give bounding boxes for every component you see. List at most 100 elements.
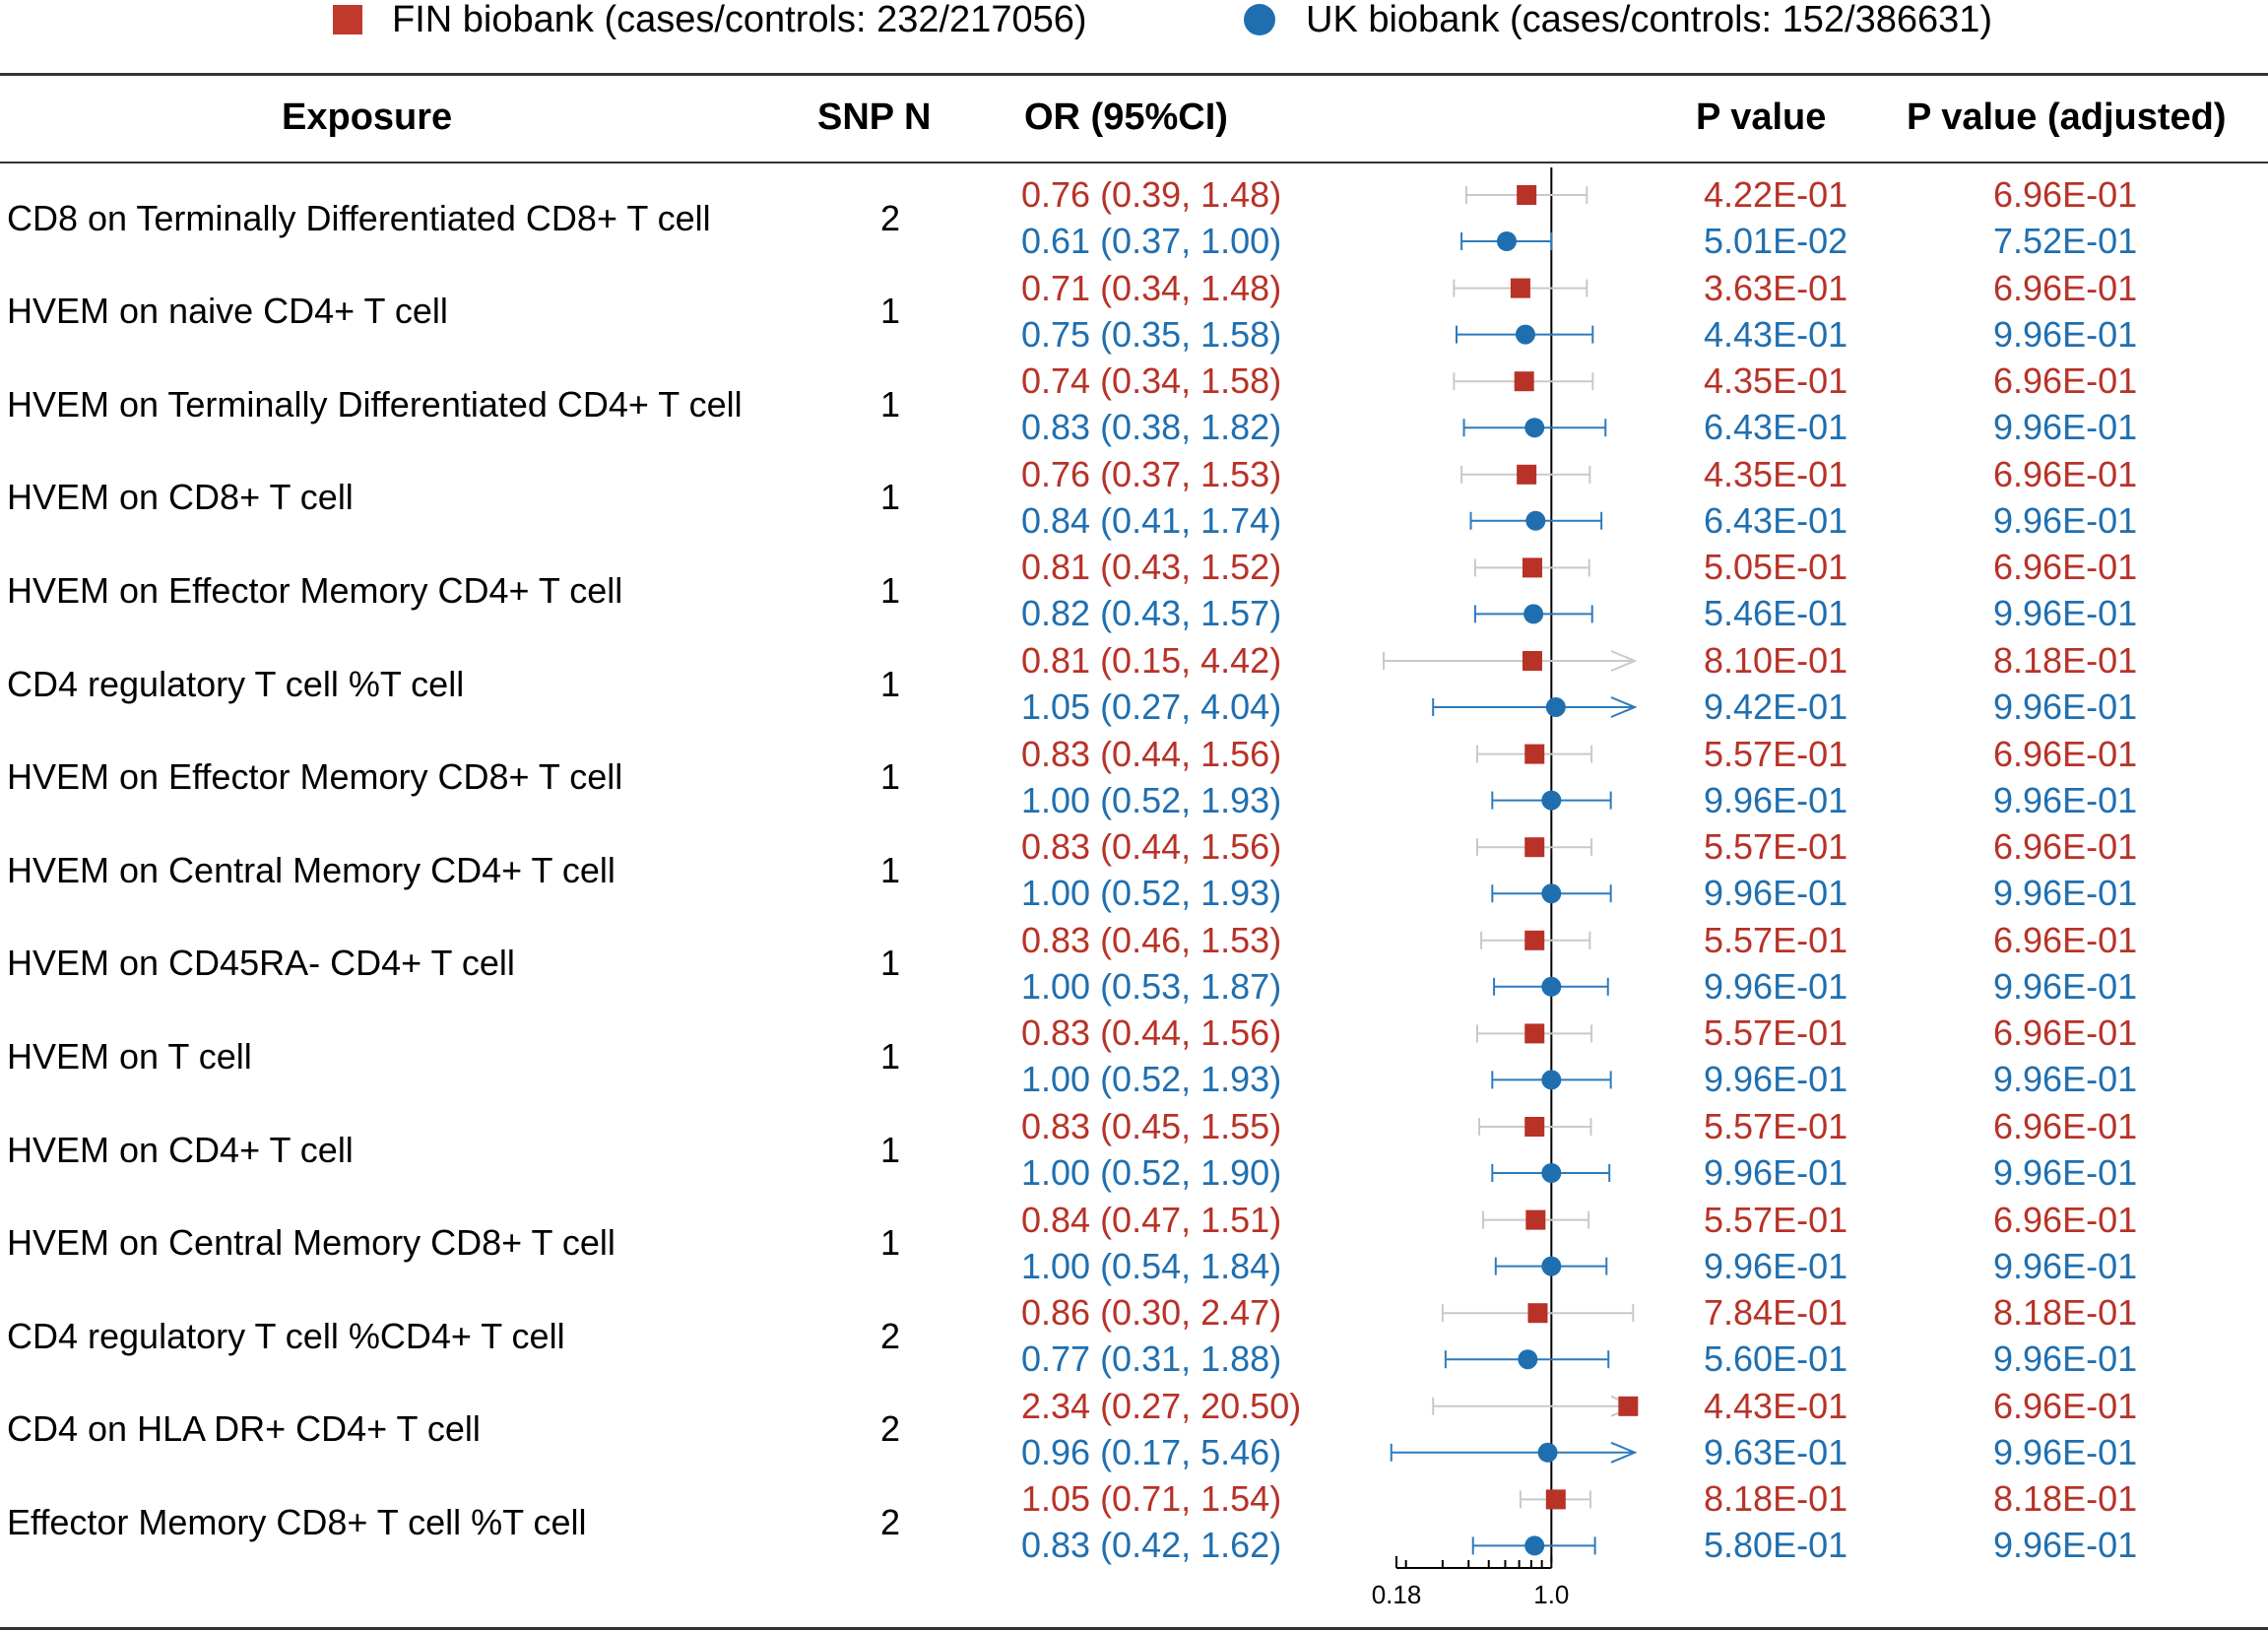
snp-count: 1	[879, 943, 901, 984]
fin-or-ci: 1.05 (0.71, 1.54)	[1021, 1478, 1282, 1520]
uk-or-ci: 1.00 (0.53, 1.87)	[1021, 965, 1282, 1007]
exposure-label: CD4 on HLA DR+ CD4+ T cell	[7, 1408, 481, 1450]
header-rule	[0, 162, 2268, 163]
fin-p-value-adjusted: 6.96E-01	[1993, 826, 2138, 868]
fin-or-ci: 0.76 (0.39, 1.48)	[1021, 174, 1282, 215]
fin-or-ci: 0.83 (0.44, 1.56)	[1021, 826, 1282, 868]
fin-p-value: 5.57E-01	[1704, 1199, 1848, 1240]
snp-count: 1	[879, 1035, 901, 1076]
uk-point-marker	[1541, 790, 1562, 811]
uk-or-ci: 1.00 (0.52, 1.93)	[1021, 1059, 1282, 1100]
uk-or-ci: 0.61 (0.37, 1.00)	[1021, 221, 1282, 261]
fin-point-marker	[1514, 371, 1534, 392]
exposure-label: HVEM on T cell	[7, 1035, 252, 1076]
snp-count: 1	[879, 663, 901, 704]
fin-p-value: 5.57E-01	[1704, 919, 1848, 960]
legend-fin: FIN biobank (cases/controls: 232/217056)	[333, 0, 1087, 40]
uk-p-value-adjusted: 9.96E-01	[1993, 593, 2138, 634]
uk-p-value-adjusted: 9.96E-01	[1993, 499, 2138, 541]
fin-p-value-adjusted: 8.18E-01	[1993, 1478, 2138, 1520]
fin-or-ci: 2.34 (0.27, 20.50)	[1021, 1385, 1302, 1426]
legend-square-icon	[333, 5, 362, 34]
legend-fin-label: FIN biobank (cases/controls: 232/217056)	[392, 0, 1087, 40]
header-p-value-adjusted: P value (adjusted)	[1907, 97, 2227, 138]
uk-or-ci: 0.82 (0.43, 1.57)	[1021, 593, 1282, 634]
fin-or-ci: 0.83 (0.44, 1.56)	[1021, 1012, 1282, 1054]
exposure-label: HVEM on naive CD4+ T cell	[7, 291, 448, 332]
uk-p-value-adjusted: 9.96E-01	[1993, 1059, 2138, 1100]
fin-or-ci: 0.81 (0.43, 1.52)	[1021, 547, 1282, 588]
fin-p-value: 4.35E-01	[1704, 453, 1848, 494]
fin-or-ci: 0.71 (0.34, 1.48)	[1021, 267, 1282, 308]
uk-p-value: 9.96E-01	[1704, 779, 1848, 820]
uk-p-value-adjusted: 9.96E-01	[1993, 407, 2138, 448]
fin-p-value: 5.57E-01	[1704, 1012, 1848, 1054]
exposure-label: CD4 regulatory T cell %T cell	[7, 663, 465, 704]
exposure-label: HVEM on Terminally Differentiated CD4+ T…	[7, 383, 743, 424]
snp-count: 1	[879, 1129, 901, 1170]
uk-point-marker	[1496, 231, 1517, 251]
exposure-label: HVEM on CD8+ T cell	[7, 477, 354, 518]
legend-uk: UK biobank (cases/controls: 152/386631)	[1243, 0, 1992, 40]
uk-or-ci: 1.00 (0.54, 1.84)	[1021, 1245, 1282, 1286]
fin-p-value-adjusted: 6.96E-01	[1993, 547, 2138, 588]
exposure-label: HVEM on Central Memory CD4+ T cell	[7, 849, 616, 890]
x-tick-label: 1.0	[1533, 1580, 1569, 1609]
fin-p-value: 4.22E-01	[1704, 174, 1848, 215]
bottom-rule	[0, 1627, 2268, 1630]
fin-p-value-adjusted: 6.96E-01	[1993, 1106, 2138, 1146]
fin-p-value: 7.84E-01	[1704, 1292, 1848, 1334]
exposure-label: CD8 on Terminally Differentiated CD8+ T …	[7, 197, 711, 238]
uk-ci-arrow	[1610, 696, 1638, 718]
uk-point-marker	[1545, 697, 1566, 717]
header-p-value: P value	[1696, 97, 1827, 138]
snp-count: 1	[879, 756, 901, 798]
fin-point-marker	[1522, 651, 1542, 671]
uk-or-ci: 1.05 (0.27, 4.04)	[1021, 686, 1282, 727]
uk-p-value: 9.96E-01	[1704, 873, 1848, 914]
uk-point-marker	[1515, 324, 1535, 345]
uk-or-ci: 1.00 (0.52, 1.93)	[1021, 873, 1282, 914]
uk-p-value-adjusted: 9.96E-01	[1993, 873, 2138, 914]
exposure-label: HVEM on Central Memory CD8+ T cell	[7, 1222, 616, 1264]
snp-count: 2	[879, 1501, 901, 1542]
fin-point-marker	[1525, 1209, 1546, 1230]
uk-point-marker	[1524, 1535, 1545, 1556]
fin-p-value-adjusted: 8.18E-01	[1993, 1292, 2138, 1334]
fin-or-ci: 0.81 (0.15, 4.42)	[1021, 640, 1282, 681]
snp-count: 1	[879, 383, 901, 424]
snp-count: 1	[879, 291, 901, 332]
uk-p-value-adjusted: 9.96E-01	[1993, 1338, 2138, 1380]
uk-or-ci: 0.75 (0.35, 1.58)	[1021, 313, 1282, 355]
uk-or-ci: 0.83 (0.42, 1.62)	[1021, 1525, 1282, 1566]
fin-p-value: 5.57E-01	[1704, 733, 1848, 774]
fin-p-value-adjusted: 6.96E-01	[1993, 1012, 2138, 1054]
fin-point-marker	[1524, 837, 1545, 858]
uk-p-value: 9.96E-01	[1704, 1059, 1848, 1100]
fin-p-value-adjusted: 6.96E-01	[1993, 1385, 2138, 1426]
uk-p-value-adjusted: 7.52E-01	[1993, 221, 2138, 261]
uk-point-marker	[1518, 1349, 1538, 1370]
uk-p-value: 4.43E-01	[1704, 313, 1848, 355]
uk-point-marker	[1541, 1256, 1562, 1276]
uk-point-marker	[1541, 976, 1562, 997]
fin-p-value: 5.57E-01	[1704, 1106, 1848, 1146]
fin-or-ci: 0.83 (0.46, 1.53)	[1021, 919, 1282, 960]
fin-or-ci: 0.84 (0.47, 1.51)	[1021, 1199, 1282, 1240]
fin-p-value: 8.10E-01	[1704, 640, 1848, 681]
uk-p-value-adjusted: 9.96E-01	[1993, 1431, 2138, 1472]
uk-ci-arrow	[1610, 1441, 1638, 1464]
snp-count: 1	[879, 1222, 901, 1264]
uk-or-ci: 0.77 (0.31, 1.88)	[1021, 1338, 1282, 1380]
fin-p-value: 5.57E-01	[1704, 826, 1848, 868]
fin-point-marker	[1524, 744, 1545, 764]
fin-or-ci: 0.83 (0.44, 1.56)	[1021, 733, 1282, 774]
uk-p-value-adjusted: 9.96E-01	[1993, 1152, 2138, 1193]
uk-p-value-adjusted: 9.96E-01	[1993, 1525, 2138, 1566]
header-snp-n: SNP N	[817, 97, 932, 138]
fin-p-value: 4.43E-01	[1704, 1385, 1848, 1426]
exposure-label: HVEM on Effector Memory CD8+ T cell	[7, 756, 623, 798]
uk-p-value: 9.63E-01	[1704, 1431, 1848, 1472]
uk-p-value: 9.42E-01	[1704, 686, 1848, 727]
uk-p-value: 9.96E-01	[1704, 1152, 1848, 1193]
